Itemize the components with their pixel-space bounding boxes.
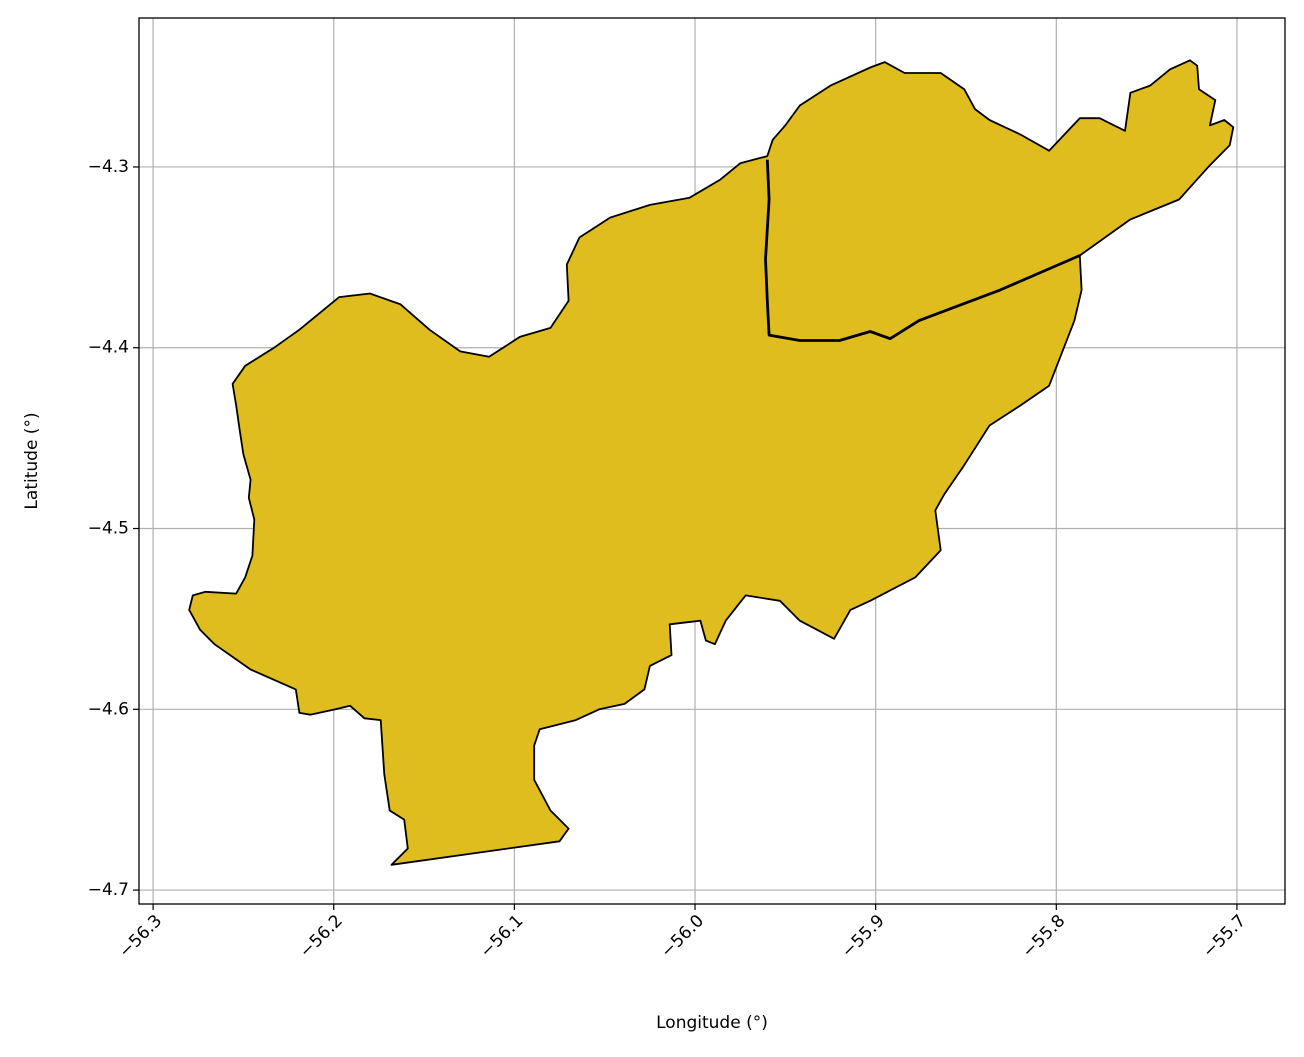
y-tick-label: −4.3 [88, 157, 129, 177]
x-tick-label: −55.9 [838, 911, 889, 962]
boundary [764, 159, 1081, 342]
x-tick-label: −55.7 [1199, 911, 1250, 962]
x-tick-label: −56.0 [657, 911, 708, 962]
y-tick-label: −4.4 [88, 338, 129, 358]
y-axis-label: Latitude (°) [22, 412, 42, 509]
x-axis-label: Longitude (°) [656, 1013, 768, 1033]
y-tick-label: −4.6 [88, 699, 129, 719]
region [188, 59, 1235, 866]
shapes [188, 59, 1235, 866]
axes-frame [138, 17, 1286, 905]
x-tick-label: −56.3 [115, 911, 166, 962]
y-tick-label: −4.5 [88, 519, 129, 539]
y-tick-label: −4.7 [88, 880, 129, 900]
x-tick-label: −56.1 [476, 911, 527, 962]
x-tick-label: −55.8 [1018, 911, 1069, 962]
x-tick-label: −56.2 [296, 911, 347, 962]
